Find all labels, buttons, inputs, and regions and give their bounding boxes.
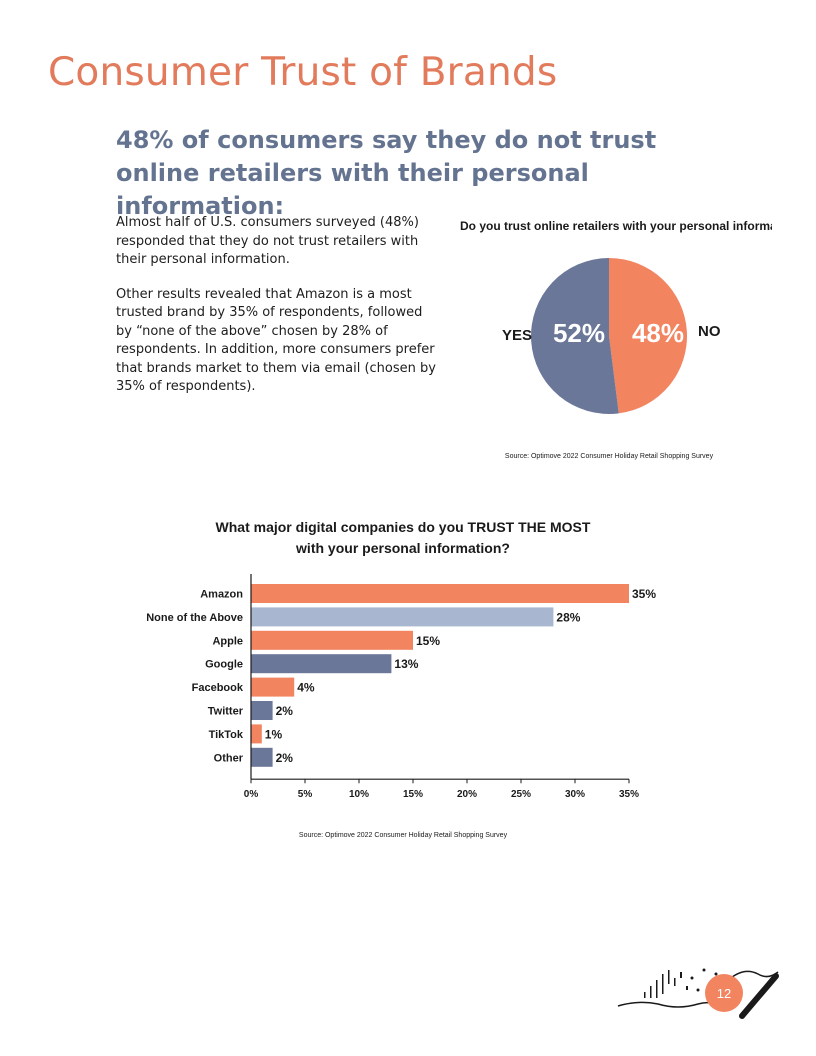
bar-other — [251, 747, 273, 767]
x-tick-label: 15% — [403, 789, 423, 800]
pie-slice-no — [609, 258, 687, 414]
category-label: Apple — [212, 635, 243, 647]
category-label: Google — [205, 659, 243, 671]
value-label: 13% — [394, 657, 418, 671]
value-label: 1% — [265, 727, 283, 741]
value-label: 35% — [632, 587, 656, 601]
pen-stroke-icon — [739, 973, 779, 1019]
value-label: 28% — [556, 610, 580, 624]
bar-none-of-the-above — [251, 607, 554, 627]
paragraph-1: Almost half of U.S. consumers surveyed (… — [116, 215, 419, 267]
bar-google — [251, 654, 392, 674]
x-tick-label: 35% — [619, 789, 639, 800]
pie-label-yes: YES — [502, 327, 532, 344]
bar-chart-axes: 0% 5% 10% 15% 20% 25% 30% 35% — [244, 574, 639, 800]
squiggle-line — [617, 1001, 721, 1009]
pie-slices — [531, 258, 687, 414]
category-label: Amazon — [200, 589, 243, 601]
value-label: 4% — [297, 681, 315, 695]
x-tick-label: 25% — [511, 789, 531, 800]
value-label: 2% — [276, 751, 294, 765]
bar-amazon — [251, 584, 629, 603]
page-number-badge — [705, 974, 743, 1012]
page-title: Consumer Trust of Brands — [48, 50, 558, 95]
pie-slice-yes — [531, 258, 619, 414]
category-label: Twitter — [208, 706, 244, 718]
paragraph-2: Other results revealed that Amazon is a … — [116, 286, 436, 395]
bar-tiktok — [251, 724, 262, 744]
value-label: 2% — [276, 704, 294, 718]
pie-value-yes: 52% — [553, 318, 605, 348]
bar-chart-title-line-2: with your personal information? — [295, 540, 510, 556]
bar-twitter — [251, 701, 273, 720]
category-label: TikTok — [209, 729, 244, 741]
curl-line — [725, 970, 779, 983]
value-label: 15% — [416, 634, 440, 648]
x-tick-label: 10% — [349, 789, 369, 800]
bar-chart-title-line-1: What major digital companies do you TRUS… — [216, 519, 591, 535]
bar-apple — [251, 630, 413, 650]
pie-chart: Do you trust online retailers with your … — [460, 219, 772, 460]
x-tick-label: 5% — [298, 789, 313, 800]
footer-decoration: 12 — [617, 968, 779, 1019]
pie-chart-title: Do you trust online retailers with your … — [460, 219, 772, 233]
bar-chart: What major digital companies do you TRUS… — [146, 519, 656, 839]
bar-chart-bars: Amazon 35% None of the Above 28% Apple 15% Goo… — [146, 584, 656, 767]
pie-label-no: NO — [698, 323, 721, 340]
x-tick-label: 0% — [244, 789, 259, 800]
category-label: Other — [214, 752, 244, 764]
pie-value-no: 48% — [632, 318, 684, 348]
pie-chart-source: Source: Optimove 2022 Consumer Holiday R… — [505, 453, 714, 460]
bar-facebook — [251, 677, 295, 697]
category-label: Facebook — [192, 682, 244, 694]
page-number: 12 — [717, 986, 731, 1001]
category-label: None of the Above — [146, 612, 243, 624]
x-tick-label: 30% — [565, 789, 585, 800]
body-text: Almost half of U.S. consumers surveyed (… — [116, 214, 438, 413]
dots-pattern — [644, 968, 718, 998]
page-subtitle: 48% of consumers say they do not trust o… — [116, 126, 657, 220]
bar-chart-source: Source: Optimove 2022 Consumer Holiday R… — [299, 832, 508, 839]
x-tick-label: 20% — [457, 789, 477, 800]
